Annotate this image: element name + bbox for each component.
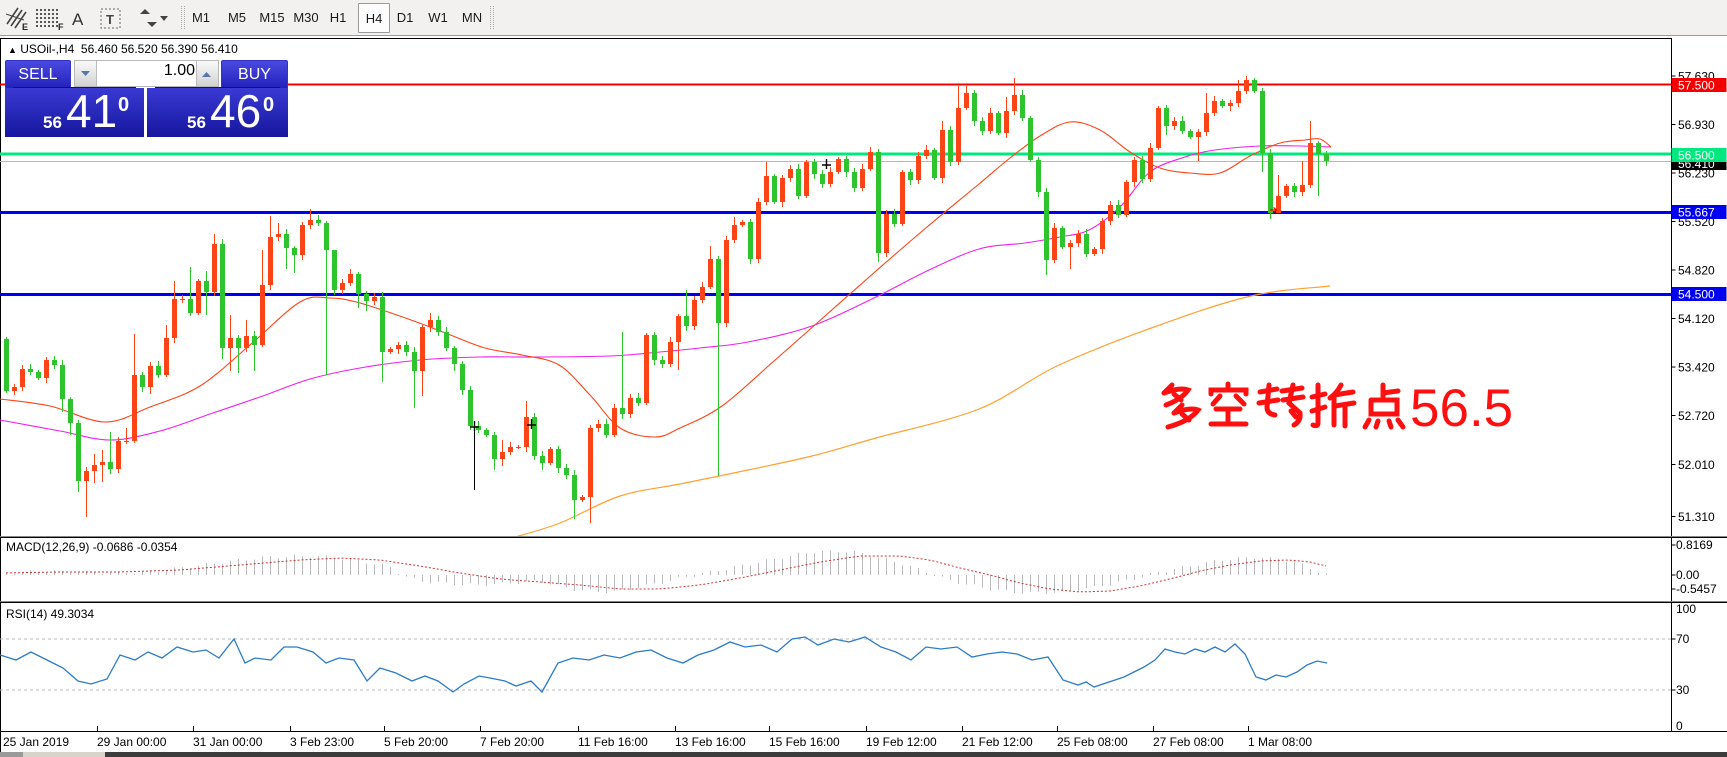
svg-text:MACD(12,26,9) -0.0686 -0.0354: MACD(12,26,9) -0.0686 -0.0354 [6, 540, 178, 554]
svg-text:70: 70 [1676, 632, 1690, 646]
svg-text:29 Jan 00:00: 29 Jan 00:00 [97, 735, 167, 749]
svg-text:54.820: 54.820 [1678, 264, 1715, 278]
svg-text:25 Feb 08:00: 25 Feb 08:00 [1057, 735, 1128, 749]
svg-text:53.420: 53.420 [1678, 361, 1715, 375]
svg-text:21 Feb 12:00: 21 Feb 12:00 [962, 735, 1033, 749]
svg-text:3 Feb 23:00: 3 Feb 23:00 [290, 735, 354, 749]
svg-text:0: 0 [1676, 719, 1683, 733]
svg-text:13 Feb 16:00: 13 Feb 16:00 [675, 735, 746, 749]
svg-text:F: F [58, 22, 64, 32]
svg-text:E: E [22, 22, 28, 32]
svg-text:52.010: 52.010 [1678, 458, 1715, 472]
svg-text:5 Feb 20:00: 5 Feb 20:00 [384, 735, 448, 749]
svg-text:25 Jan 2019: 25 Jan 2019 [3, 735, 69, 749]
svg-text:31 Jan 00:00: 31 Jan 00:00 [193, 735, 263, 749]
svg-text:T: T [106, 12, 114, 27]
svg-text:0.8169: 0.8169 [1676, 538, 1713, 552]
svg-text:100: 100 [1676, 602, 1696, 616]
svg-text:7 Feb 20:00: 7 Feb 20:00 [480, 735, 544, 749]
svg-text:57.500: 57.500 [1678, 79, 1715, 93]
svg-text:A: A [72, 10, 84, 29]
svg-text:54.120: 54.120 [1678, 312, 1715, 326]
svg-text:55.667: 55.667 [1678, 206, 1715, 220]
svg-text:19 Feb 12:00: 19 Feb 12:00 [866, 735, 937, 749]
svg-text:11 Feb 16:00: 11 Feb 16:00 [578, 735, 648, 749]
svg-text:1 Mar 08:00: 1 Mar 08:00 [1248, 735, 1312, 749]
svg-text:27 Feb 08:00: 27 Feb 08:00 [1153, 735, 1224, 749]
svg-text:51.310: 51.310 [1678, 510, 1715, 524]
svg-text:56.5: 56.5 [1410, 379, 1513, 438]
svg-text:15 Feb 16:00: 15 Feb 16:00 [769, 735, 840, 749]
svg-text:56.500: 56.500 [1678, 149, 1715, 163]
svg-text:30: 30 [1676, 683, 1690, 697]
svg-text:-0.5457: -0.5457 [1676, 582, 1717, 596]
svg-text:0.00: 0.00 [1676, 568, 1700, 582]
svg-text:56.930: 56.930 [1678, 118, 1715, 132]
svg-text:54.500: 54.500 [1678, 288, 1715, 302]
svg-text:RSI(14) 49.3034: RSI(14) 49.3034 [6, 607, 94, 621]
svg-text:52.720: 52.720 [1678, 409, 1715, 423]
